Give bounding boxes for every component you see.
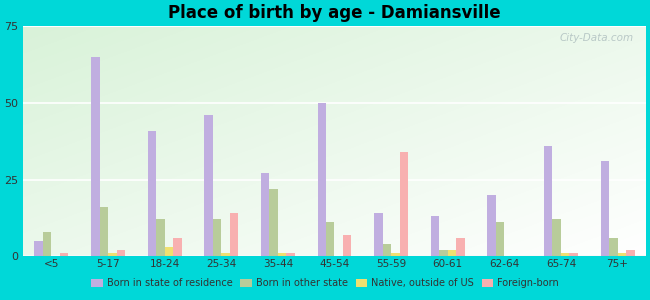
Bar	[317, 103, 326, 256]
Bar	[269, 189, 278, 256]
Bar	[204, 115, 213, 256]
Bar	[448, 250, 456, 256]
Bar	[488, 195, 496, 256]
Bar	[456, 238, 465, 256]
Bar	[609, 238, 618, 256]
Bar	[278, 253, 287, 256]
Bar	[148, 130, 156, 256]
Bar	[326, 222, 335, 256]
Bar	[173, 238, 181, 256]
Bar	[221, 253, 229, 256]
Bar	[116, 250, 125, 256]
Bar	[601, 161, 609, 256]
Bar	[108, 253, 116, 256]
Title: Place of birth by age - Damiansville: Place of birth by age - Damiansville	[168, 4, 500, 22]
Bar	[561, 253, 569, 256]
Text: City-Data.com: City-Data.com	[559, 33, 633, 43]
Bar	[261, 173, 269, 256]
Bar	[383, 244, 391, 256]
Bar	[391, 253, 400, 256]
Bar	[60, 253, 68, 256]
Bar	[439, 250, 448, 256]
Bar	[164, 247, 173, 256]
Bar	[626, 250, 634, 256]
Bar	[618, 253, 626, 256]
Bar	[343, 235, 352, 256]
Bar	[229, 213, 239, 256]
Bar	[43, 232, 51, 256]
Bar	[156, 219, 164, 256]
Bar	[544, 146, 552, 256]
Legend: Born in state of residence, Born in other state, Native, outside of US, Foreign-: Born in state of residence, Born in othe…	[87, 274, 563, 292]
Bar	[569, 253, 578, 256]
Bar	[99, 207, 108, 256]
Bar	[431, 216, 439, 256]
Bar	[552, 219, 561, 256]
Bar	[400, 152, 408, 256]
Bar	[496, 222, 504, 256]
Bar	[287, 253, 295, 256]
Bar	[91, 57, 99, 256]
Bar	[374, 213, 383, 256]
Bar	[34, 241, 43, 256]
Bar	[213, 219, 221, 256]
